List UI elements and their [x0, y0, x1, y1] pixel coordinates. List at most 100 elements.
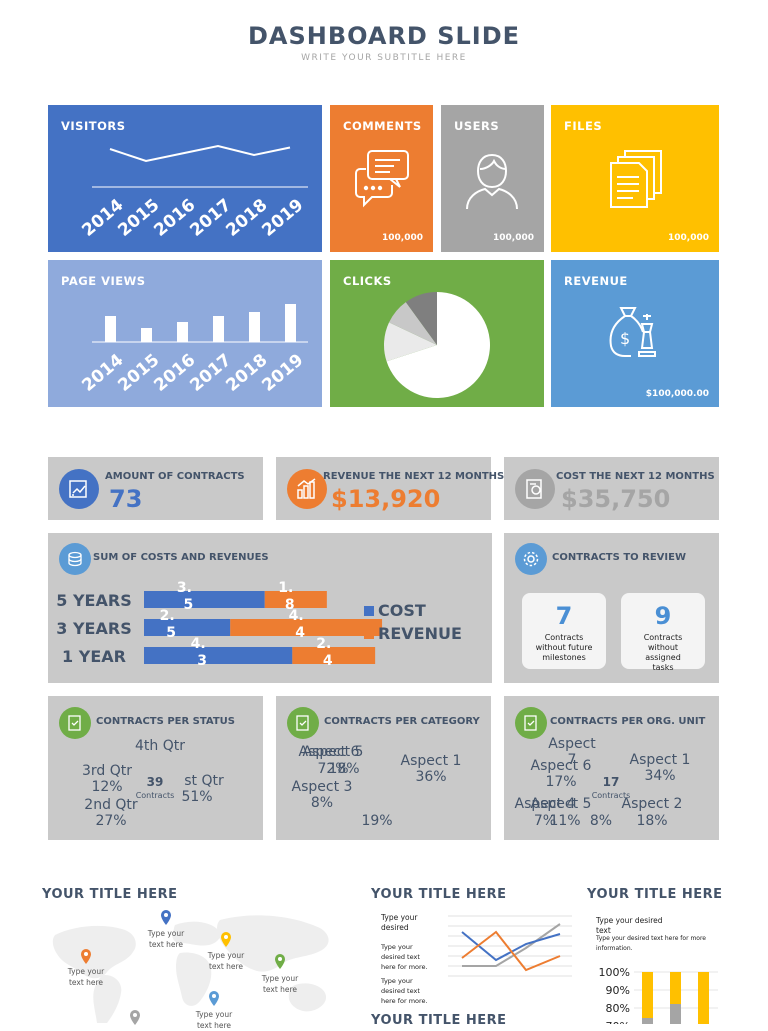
map-pin[interactable]: [220, 932, 232, 952]
review-box[interactable]: 9 Contracts without assigned tasks: [621, 593, 705, 672]
mini-bar: [642, 1018, 653, 1024]
map-pin-text: Type your text here: [147, 929, 185, 949]
bar-data-label: 5: [166, 625, 176, 641]
visitors-tile[interactable]: VISITORS 2014 2015 2016 2017 2018 2019: [48, 105, 322, 252]
year-tick-label: 2016: [150, 350, 199, 396]
year-tick-label: 2019: [258, 350, 307, 396]
page-views-bar: [213, 316, 224, 342]
donut-label: CONTRACTS PER ORG. UNIT: [550, 716, 706, 727]
bar-data-label: 4: [295, 625, 305, 641]
pie-slice: [384, 322, 437, 362]
map-section-title: YOUR TITLE HERE: [42, 887, 178, 902]
kpi-card-revenue[interactable]: REVENUE THE NEXT 12 MONTHS $13,920: [276, 457, 504, 520]
mini-line-chart: [448, 915, 572, 977]
coins-icon: [59, 543, 91, 575]
bar-data-label: 3: [197, 653, 207, 669]
second-section-title: YOUR TITLE HERE: [371, 1013, 507, 1028]
axis-tick-label: 80%: [606, 1002, 630, 1015]
bar-data-label: 8: [285, 597, 295, 613]
cost-bar: [144, 619, 231, 636]
files-value: 100,000: [668, 233, 709, 243]
line-section-title: YOUR TITLE HERE: [371, 887, 507, 902]
bar-data-label: 3.: [177, 580, 192, 596]
contracts-per-status-card[interactable]: CONTRACTS PER STATUS: [48, 696, 263, 840]
kpi-card-contracts[interactable]: AMOUNT OF CONTRACTS 73: [48, 457, 263, 520]
line-text: Type your desired text here for more.: [381, 977, 428, 1005]
review-text: Contracts without future milestones: [535, 633, 593, 662]
page-views-bar: [249, 312, 260, 342]
year-tick-label: 2015: [114, 195, 163, 241]
revenue-label: REVENUE: [564, 274, 628, 288]
kpi-value: $35,750: [561, 485, 671, 513]
pie-slice: [386, 292, 490, 398]
costs-revenues-card[interactable]: SUM OF COSTS AND REVENUES 5 YEARS 3. 5 1. 8 3…: [48, 533, 492, 683]
world-map: [52, 915, 329, 1023]
bar-text-1: Type your desired text: [596, 916, 663, 935]
mini-line-orange: [461, 930, 561, 972]
year-tick-label: 2019: [258, 195, 307, 241]
comments-tile[interactable]: COMMENTS 100,000: [330, 105, 433, 252]
category-label: 3 YEARS: [56, 619, 131, 638]
revenue-bar: [292, 647, 376, 664]
contracts-per-category-card[interactable]: CONTRACTS PER CATEGORY: [276, 696, 491, 840]
user-icon: [466, 153, 518, 210]
map-pin-text: Type your text here: [207, 951, 245, 971]
bar-data-label: 2.: [316, 636, 331, 652]
map-pin[interactable]: [80, 949, 92, 969]
legend-label: COST: [378, 601, 426, 620]
map-pin[interactable]: [274, 954, 286, 974]
cost-bar: [144, 591, 265, 608]
axis-tick-label: 90%: [606, 984, 630, 997]
kpi-label: COST THE NEXT 12 MONTHS: [556, 471, 715, 482]
files-icon: [610, 150, 662, 208]
contracts-per-org-unit-card[interactable]: CONTRACTS PER ORG. UNIT: [504, 696, 719, 840]
map-pin-text: Type your text here: [67, 967, 105, 987]
bar-data-label: 5: [184, 597, 194, 613]
clicks-tile[interactable]: CLICKS: [330, 260, 544, 407]
pin-orange-icon: [81, 949, 91, 964]
revenue-tile[interactable]: REVENUE $ $100,000.00: [551, 260, 719, 407]
revenue-bar: [230, 619, 383, 636]
contracts-review-label: CONTRACTS TO REVIEW: [552, 552, 686, 563]
money-chess-icon: $: [609, 307, 656, 357]
bar-text-2: Type your desired text here for more inf…: [596, 935, 706, 952]
svg-text:$: $: [620, 329, 630, 348]
visitors-label: VISITORS: [61, 119, 126, 133]
axis-tick-label: 70%: [606, 1020, 630, 1024]
donut-label: CONTRACTS PER STATUS: [96, 716, 236, 727]
visitors-line-series: [109, 144, 291, 163]
mini-bar: [670, 1004, 681, 1024]
map-pin[interactable]: [129, 1010, 141, 1030]
bar-data-label: 2.: [160, 608, 175, 624]
page-views-tile[interactable]: PAGE VIEWS 2014 2015 2016 2017 2018 2019: [48, 260, 322, 407]
review-box[interactable]: 7 Contracts without future milestones: [522, 593, 606, 669]
contracts-review-card[interactable]: CONTRACTS TO REVIEW 7 Contracts without …: [504, 533, 719, 683]
comments-value: 100,000: [382, 233, 423, 243]
files-tile[interactable]: FILES 100,000: [551, 105, 719, 252]
mini-line-gray: [462, 923, 561, 967]
bar-data-label: 4.: [191, 636, 206, 652]
category-label: 5 YEARS: [56, 591, 131, 610]
page-subtitle: WRITE YOUR SUBTITLE HERE: [301, 53, 467, 63]
users-tile[interactable]: USERS 100,000: [441, 105, 544, 252]
line-text: Type your desired text here for more.: [381, 943, 428, 971]
users-value: 100,000: [493, 233, 534, 243]
map-pin-text: Type your text here: [195, 1010, 233, 1030]
revenue-value: $100,000.00: [645, 389, 709, 399]
legend-swatch: [364, 606, 374, 616]
donut-label: CONTRACTS PER CATEGORY: [324, 716, 480, 727]
document-check-icon: [515, 707, 547, 739]
pie-slice: [389, 302, 437, 345]
pin-gray-icon: [130, 1010, 140, 1025]
contract-chart-icon: [59, 469, 99, 509]
map-pin[interactable]: [208, 991, 220, 1011]
comments-label: COMMENTS: [343, 119, 422, 133]
map-pin[interactable]: [160, 910, 172, 930]
kpi-card-cost[interactable]: COST THE NEXT 12 MONTHS $35,750: [504, 457, 719, 520]
mini-bar: [642, 972, 653, 1024]
revenue-bar: [264, 591, 327, 608]
kpi-value: $13,920: [331, 485, 441, 513]
review-count: 7: [555, 602, 573, 630]
